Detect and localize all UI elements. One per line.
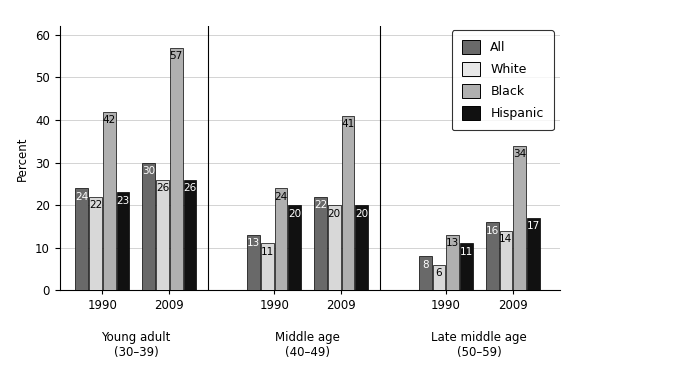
Text: 20: 20 — [355, 208, 368, 219]
Y-axis label: Percent: Percent — [16, 136, 29, 181]
Bar — [328, 205, 341, 290]
Text: 13: 13 — [446, 238, 459, 248]
Text: 26: 26 — [183, 183, 197, 193]
Text: 26: 26 — [156, 183, 169, 193]
Text: 13: 13 — [247, 238, 260, 248]
Bar — [142, 162, 155, 290]
Text: 34: 34 — [513, 149, 526, 159]
Text: 41: 41 — [342, 119, 355, 129]
Text: 20: 20 — [288, 208, 301, 219]
Bar — [419, 256, 432, 290]
Text: 20: 20 — [328, 208, 341, 219]
Text: 30: 30 — [142, 166, 155, 176]
Bar — [103, 112, 116, 290]
Bar — [156, 179, 169, 290]
Text: 42: 42 — [103, 115, 116, 125]
Text: 11: 11 — [460, 247, 473, 257]
Bar — [342, 116, 354, 290]
Bar — [460, 244, 473, 290]
Bar — [513, 146, 526, 290]
Text: 6: 6 — [435, 268, 442, 278]
Bar — [356, 205, 368, 290]
Text: 22: 22 — [89, 200, 102, 210]
Bar — [433, 265, 445, 290]
Text: 57: 57 — [169, 51, 183, 61]
Bar — [261, 244, 274, 290]
Text: 24: 24 — [274, 192, 288, 202]
Text: 23: 23 — [116, 196, 130, 206]
Text: Late middle age
(50–59): Late middle age (50–59) — [431, 331, 527, 359]
Bar — [486, 222, 498, 290]
Bar — [500, 231, 512, 290]
Text: 11: 11 — [260, 247, 274, 257]
Bar — [183, 179, 197, 290]
Text: 22: 22 — [314, 200, 327, 210]
Bar — [76, 188, 88, 290]
Bar — [274, 188, 288, 290]
Bar — [314, 197, 327, 290]
Text: 14: 14 — [499, 234, 512, 244]
Bar — [170, 48, 183, 290]
Bar — [447, 235, 459, 290]
Text: Young adult
(30–39): Young adult (30–39) — [102, 331, 171, 359]
Bar — [89, 197, 102, 290]
Text: 16: 16 — [486, 225, 499, 236]
Text: 17: 17 — [527, 221, 540, 231]
Text: 8: 8 — [422, 260, 428, 270]
Bar — [117, 192, 130, 290]
Bar — [247, 235, 260, 290]
Legend: All, White, Black, Hispanic: All, White, Black, Hispanic — [452, 30, 554, 130]
Bar — [288, 205, 301, 290]
Bar — [527, 218, 540, 290]
Text: 24: 24 — [75, 192, 88, 202]
Text: Middle age
(40–49): Middle age (40–49) — [275, 331, 340, 359]
